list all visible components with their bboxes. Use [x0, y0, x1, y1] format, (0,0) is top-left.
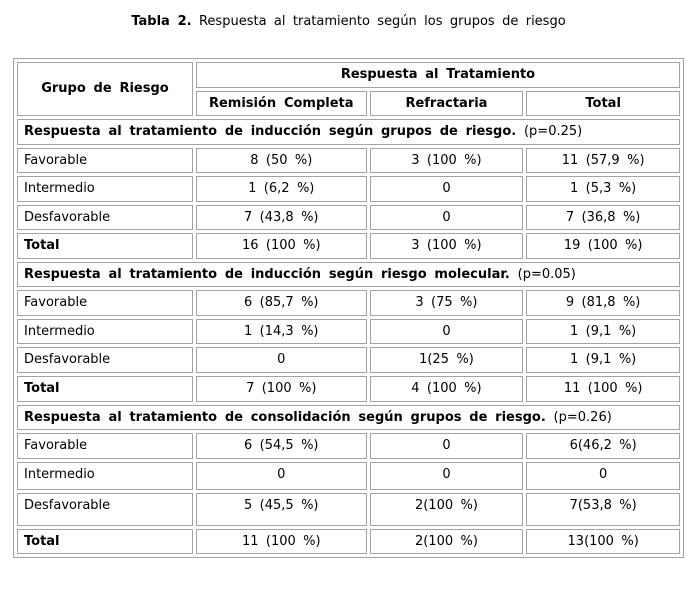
cell-refractaria: 0 — [369, 433, 524, 459]
row-label: Total — [17, 528, 193, 555]
table-row-total: Total 7 (100 %) 4 (100 %) 11 (100 %) — [17, 376, 680, 402]
cell-remision-completa: 6 (85,7 %) — [195, 290, 367, 316]
cell-remision-completa: 8 (50 %) — [195, 147, 367, 174]
section-3-header-row: Respuesta al tratamiento de consolidació… — [17, 404, 680, 431]
table-row-intermedio: Intermedio 0 0 0 — [17, 461, 680, 490]
header-row-1: Grupo de Riesgo Respuesta al Tratamiento — [17, 62, 680, 117]
cell-refractaria: 0 — [369, 176, 524, 202]
section-3-heading-text: Respuesta al tratamiento de consolidació… — [24, 409, 546, 425]
section-1-p-value: (p=0.25) — [523, 124, 583, 140]
table-row-favorable: Favorable 6 (54,5 %) 0 6(46,2 %) — [17, 433, 680, 459]
table-row-favorable: Favorable 6 (85,7 %) 3 (75 %) 9 (81,8 %) — [17, 290, 680, 316]
row-label: Favorable — [17, 433, 193, 459]
table-row-desfavorable: Desfavorable 5 (45,5 %) 2(100 %) 7(53,8 … — [17, 492, 680, 526]
table-title: Tabla 2. Respuesta al tratamiento según … — [0, 0, 697, 29]
cell-remision-completa: 5 (45,5 %) — [195, 492, 367, 526]
cell-remision-completa: 7 (43,8 %) — [195, 204, 367, 231]
table-row-total: Total 16 (100 %) 3 (100 %) 19 (100 %) — [17, 233, 680, 259]
cell-total: 7(53,8 %) — [526, 492, 680, 526]
section-2-heading-text: Respuesta al tratamiento de inducción se… — [24, 266, 510, 282]
section-2-header-row: Respuesta al tratamiento de inducción se… — [17, 261, 680, 288]
row-label: Desfavorable — [17, 204, 193, 231]
cell-total: 13(100 %) — [526, 528, 680, 555]
section-2-heading: Respuesta al tratamiento de inducción se… — [17, 261, 680, 288]
cell-remision-completa: 1 (6,2 %) — [195, 176, 367, 202]
cell-remision-completa: 1 (14,3 %) — [195, 318, 367, 345]
row-label: Intermedio — [17, 318, 193, 345]
header-grupo-de-riesgo: Grupo de Riesgo — [17, 62, 193, 117]
row-label: Desfavorable — [17, 347, 193, 374]
section-1-header-row: Respuesta al tratamiento de inducción se… — [17, 119, 680, 145]
cell-refractaria: 0 — [369, 461, 524, 490]
header-total: Total — [526, 90, 680, 117]
table-row-favorable: Favorable 8 (50 %) 3 (100 %) 11 (57,9 %) — [17, 147, 680, 174]
cell-remision-completa: 7 (100 %) — [195, 376, 367, 402]
cell-total: 11 (100 %) — [526, 376, 680, 402]
cell-remision-completa: 0 — [195, 347, 367, 374]
cell-remision-completa: 0 — [195, 461, 367, 490]
row-label: Total — [17, 233, 193, 259]
header-refractaria: Refractaria — [369, 90, 524, 117]
table-row-intermedio: Intermedio 1 (6,2 %) 0 1 (5,3 %) — [17, 176, 680, 202]
cell-total: 7 (36,8 %) — [526, 204, 680, 231]
section-2-p-value: (p=0.05) — [517, 266, 576, 282]
header-respuesta-al-tratamiento: Respuesta al Tratamiento — [195, 62, 680, 88]
table-title-text: Respuesta al tratamiento según los grupo… — [198, 14, 566, 29]
row-label: Desfavorable — [17, 492, 193, 526]
cell-total: 1 (9,1 %) — [526, 347, 680, 374]
cell-refractaria: 1(25 %) — [369, 347, 524, 374]
row-label: Favorable — [17, 147, 193, 174]
table-row-desfavorable: Desfavorable 0 1(25 %) 1 (9,1 %) — [17, 347, 680, 374]
cell-remision-completa: 6 (54,5 %) — [195, 433, 367, 459]
row-label: Total — [17, 376, 193, 402]
cell-refractaria: 0 — [369, 318, 524, 345]
cell-remision-completa: 16 (100 %) — [195, 233, 367, 259]
cell-total: 1 (5,3 %) — [526, 176, 680, 202]
cell-refractaria: 3 (75 %) — [369, 290, 524, 316]
header-row-2: Remisión Completa Refractaria Total — [17, 90, 680, 117]
cell-refractaria: 4 (100 %) — [369, 376, 524, 402]
section-3-heading: Respuesta al tratamiento de consolidació… — [17, 404, 680, 431]
table-row-desfavorable: Desfavorable 7 (43,8 %) 0 7 (36,8 %) — [17, 204, 680, 231]
cell-refractaria: 2(100 %) — [369, 492, 524, 526]
row-label: Intermedio — [17, 461, 193, 490]
header-remision-completa: Remisión Completa — [195, 90, 367, 117]
cell-total: 6(46,2 %) — [526, 433, 680, 459]
table-title-label: Tabla 2. — [131, 14, 192, 29]
cell-total: 19 (100 %) — [526, 233, 680, 259]
cell-total: 9 (81,8 %) — [526, 290, 680, 316]
table-row-intermedio: Intermedio 1 (14,3 %) 0 1 (9,1 %) — [17, 318, 680, 345]
cell-refractaria: 3 (100 %) — [369, 147, 524, 174]
section-1-heading: Respuesta al tratamiento de inducción se… — [17, 119, 680, 145]
table-row-total: Total 11 (100 %) 2(100 %) 13(100 %) — [17, 528, 680, 555]
cell-refractaria: 2(100 %) — [369, 528, 524, 555]
cell-total: 1 (9,1 %) — [526, 318, 680, 345]
row-label: Favorable — [17, 290, 193, 316]
cell-remision-completa: 11 (100 %) — [195, 528, 367, 555]
cell-total: 11 (57,9 %) — [526, 147, 680, 174]
risk-response-table: Grupo de Riesgo Respuesta al Tratamiento… — [13, 58, 684, 559]
cell-refractaria: 3 (100 %) — [369, 233, 524, 259]
section-1-heading-text: Respuesta al tratamiento de inducción se… — [24, 124, 517, 140]
row-label: Intermedio — [17, 176, 193, 202]
cell-total: 0 — [526, 461, 680, 490]
section-3-p-value: (p=0.26) — [553, 409, 612, 425]
cell-refractaria: 0 — [369, 204, 524, 231]
